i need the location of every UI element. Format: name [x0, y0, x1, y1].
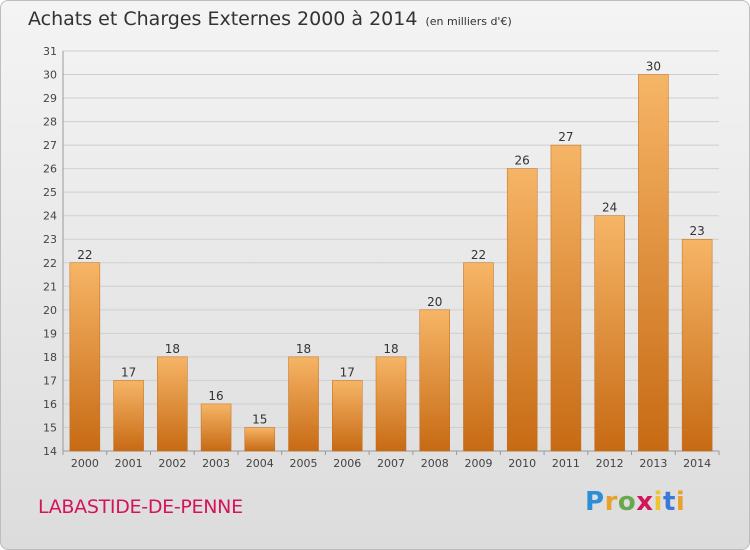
x-tick-label: 2014 — [683, 457, 711, 470]
bar-2013 — [638, 74, 669, 452]
title-unit: (en milliers d'€) — [425, 15, 512, 28]
x-tick-label: 2013 — [639, 457, 667, 470]
data-label: 26 — [515, 154, 530, 168]
x-tick-label: 2009 — [464, 457, 492, 470]
bars — [69, 74, 713, 452]
y-tick-label: 22 — [43, 257, 57, 270]
data-label: 17 — [121, 365, 136, 379]
data-label: 18 — [383, 342, 398, 356]
bar-2003 — [200, 403, 232, 452]
data-label: 23 — [689, 224, 704, 238]
x-tick-label: 2010 — [508, 457, 536, 470]
y-tick-label: 31 — [43, 45, 57, 58]
bar-2006 — [332, 380, 363, 452]
chart-title: Achats et Charges Externes 2000 à 2014 (e… — [28, 8, 512, 30]
bar-2012 — [594, 215, 625, 452]
y-tick-label: 21 — [43, 280, 57, 293]
logo-letter: o — [617, 487, 637, 517]
bar-2009 — [463, 262, 494, 452]
data-label: 24 — [602, 201, 617, 215]
bar-2001 — [113, 380, 144, 452]
commune-name: LABASTIDE-DE-PENNE — [38, 496, 243, 518]
data-label: 20 — [427, 295, 442, 309]
bar-2002 — [157, 356, 188, 452]
y-tick-label: 30 — [43, 69, 57, 82]
x-tick-label: 2000 — [71, 457, 99, 470]
x-tick-label: 2001 — [115, 457, 143, 470]
data-label: 18 — [296, 342, 311, 356]
x-tick-label: 2012 — [596, 457, 624, 470]
x-tick-label: 2006 — [333, 457, 361, 470]
x-tick-label: 2005 — [290, 457, 318, 470]
data-label: 27 — [558, 130, 573, 144]
x-tick-label: 2003 — [202, 457, 230, 470]
data-label: 18 — [165, 342, 180, 356]
y-tick-label: 25 — [43, 186, 57, 199]
y-tick-label: 17 — [43, 374, 57, 387]
bar-2000 — [69, 262, 101, 452]
y-tick-label: 23 — [43, 233, 57, 246]
y-tick-label: 16 — [43, 398, 57, 411]
x-tick-label: 2002 — [158, 457, 186, 470]
y-tick-label: 20 — [43, 304, 57, 317]
data-labels: 22 17 18 16 15 18 17 18 20 22 26 27 24 30 23 — [77, 60, 705, 427]
data-label: 17 — [340, 365, 355, 379]
y-tick-label: 27 — [43, 139, 57, 152]
bar-2008 — [419, 309, 450, 452]
logo-letter: r — [604, 487, 618, 517]
logo-letter: t — [662, 487, 676, 517]
data-label: 30 — [646, 60, 661, 74]
bar-2014 — [681, 238, 713, 452]
logo-letter: i — [653, 487, 663, 517]
data-label: 15 — [252, 412, 267, 426]
y-tick-label: 29 — [43, 92, 57, 105]
y-tick-label: 15 — [43, 421, 57, 434]
y-tick-label: 24 — [43, 210, 57, 223]
y-tick-label: 18 — [43, 351, 57, 364]
logo-letter: i — [675, 487, 686, 517]
bar-2011 — [550, 144, 582, 452]
bar-2010 — [506, 168, 538, 452]
x-tick-label: 2004 — [246, 457, 274, 470]
data-label: 16 — [208, 389, 223, 403]
bar-2004 — [244, 427, 276, 452]
logo-letter: P — [585, 487, 605, 517]
proxiti-logo[interactable]: Proxiti — [585, 487, 685, 517]
data-label: 22 — [471, 248, 486, 262]
y-tick-label: 26 — [43, 163, 57, 176]
title-text: Achats et Charges Externes 2000 à 2014 — [28, 8, 418, 30]
y-tick-label: 14 — [43, 445, 57, 458]
logo-letter: x — [636, 487, 654, 517]
data-label: 22 — [77, 248, 92, 262]
x-tick-label: 2008 — [421, 457, 449, 470]
x-tick-label: 2007 — [377, 457, 405, 470]
axes: 14 15 16 17 18 19 20 21 22 23 24 25 26 27 28 29 30 31 2000… — [43, 45, 720, 470]
y-tick-label: 19 — [43, 327, 57, 340]
x-tick-label: 2011 — [552, 457, 580, 470]
bar-2007 — [375, 356, 407, 452]
y-tick-label: 28 — [43, 116, 57, 129]
bar-2005 — [288, 356, 319, 452]
